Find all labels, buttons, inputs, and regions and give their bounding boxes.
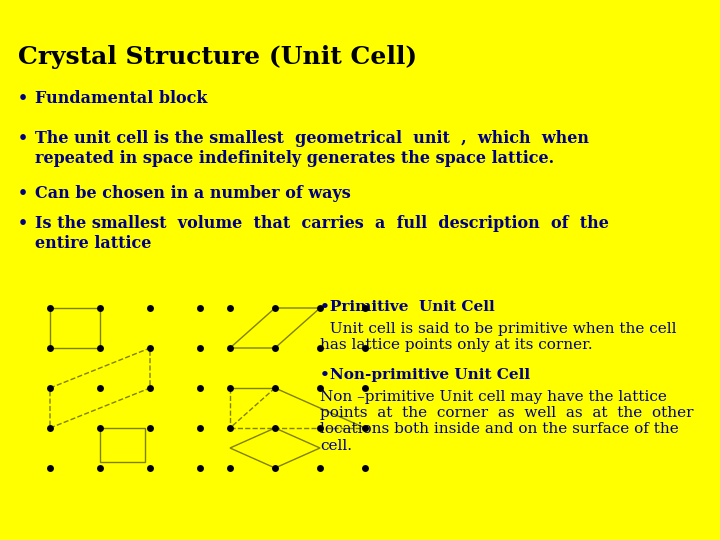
Text: Is the smallest  volume  that  carries  a  full  description  of  the
entire lat: Is the smallest volume that carries a fu… [35,215,609,252]
Text: •Primitive  Unit Cell: •Primitive Unit Cell [320,300,495,314]
Point [359,343,371,352]
Point [144,464,156,472]
Bar [100,428,145,462]
Point [44,464,55,472]
Text: •: • [18,215,28,232]
Point [94,424,106,433]
Point [44,424,55,433]
Point [224,303,235,312]
Point [269,343,281,352]
Text: •: • [18,130,28,147]
Point [224,384,235,393]
Point [269,424,281,433]
Point [94,384,106,393]
Point [44,343,55,352]
Point [314,424,325,433]
Point [224,343,235,352]
Point [224,424,235,433]
Point [44,384,55,393]
Point [144,384,156,393]
Point [314,343,325,352]
Text: •: • [18,185,28,202]
Point [359,303,371,312]
Point [359,384,371,393]
Point [94,464,106,472]
Text: •: • [18,90,28,107]
Point [269,384,281,393]
Point [194,303,206,312]
Point [314,384,325,393]
Point [314,303,325,312]
Text: Non –primitive Unit cell may have the lattice
points  at  the  corner  as  well : Non –primitive Unit cell may have the la… [320,390,693,453]
Point [194,464,206,472]
Text: •Non-primitive Unit Cell: •Non-primitive Unit Cell [320,368,530,382]
Point [269,464,281,472]
Point [144,303,156,312]
Text: Crystal Structure (Unit Cell): Crystal Structure (Unit Cell) [18,45,417,69]
Text: Unit cell is said to be primitive when the cell
has lattice points only at its c: Unit cell is said to be primitive when t… [320,322,677,352]
Point [194,424,206,433]
Point [314,464,325,472]
Point [194,343,206,352]
Text: The unit cell is the smallest  geometrical  unit  ,  which  when
repeated in spa: The unit cell is the smallest geometrica… [35,130,589,167]
Text: Can be chosen in a number of ways: Can be chosen in a number of ways [35,185,351,202]
Text: Fundamental block: Fundamental block [35,90,207,107]
Point [94,343,106,352]
Point [144,343,156,352]
Point [144,424,156,433]
Point [269,303,281,312]
Point [224,464,235,472]
Point [194,384,206,393]
Point [44,303,55,312]
Point [359,464,371,472]
Point [94,303,106,312]
Point [359,424,371,433]
